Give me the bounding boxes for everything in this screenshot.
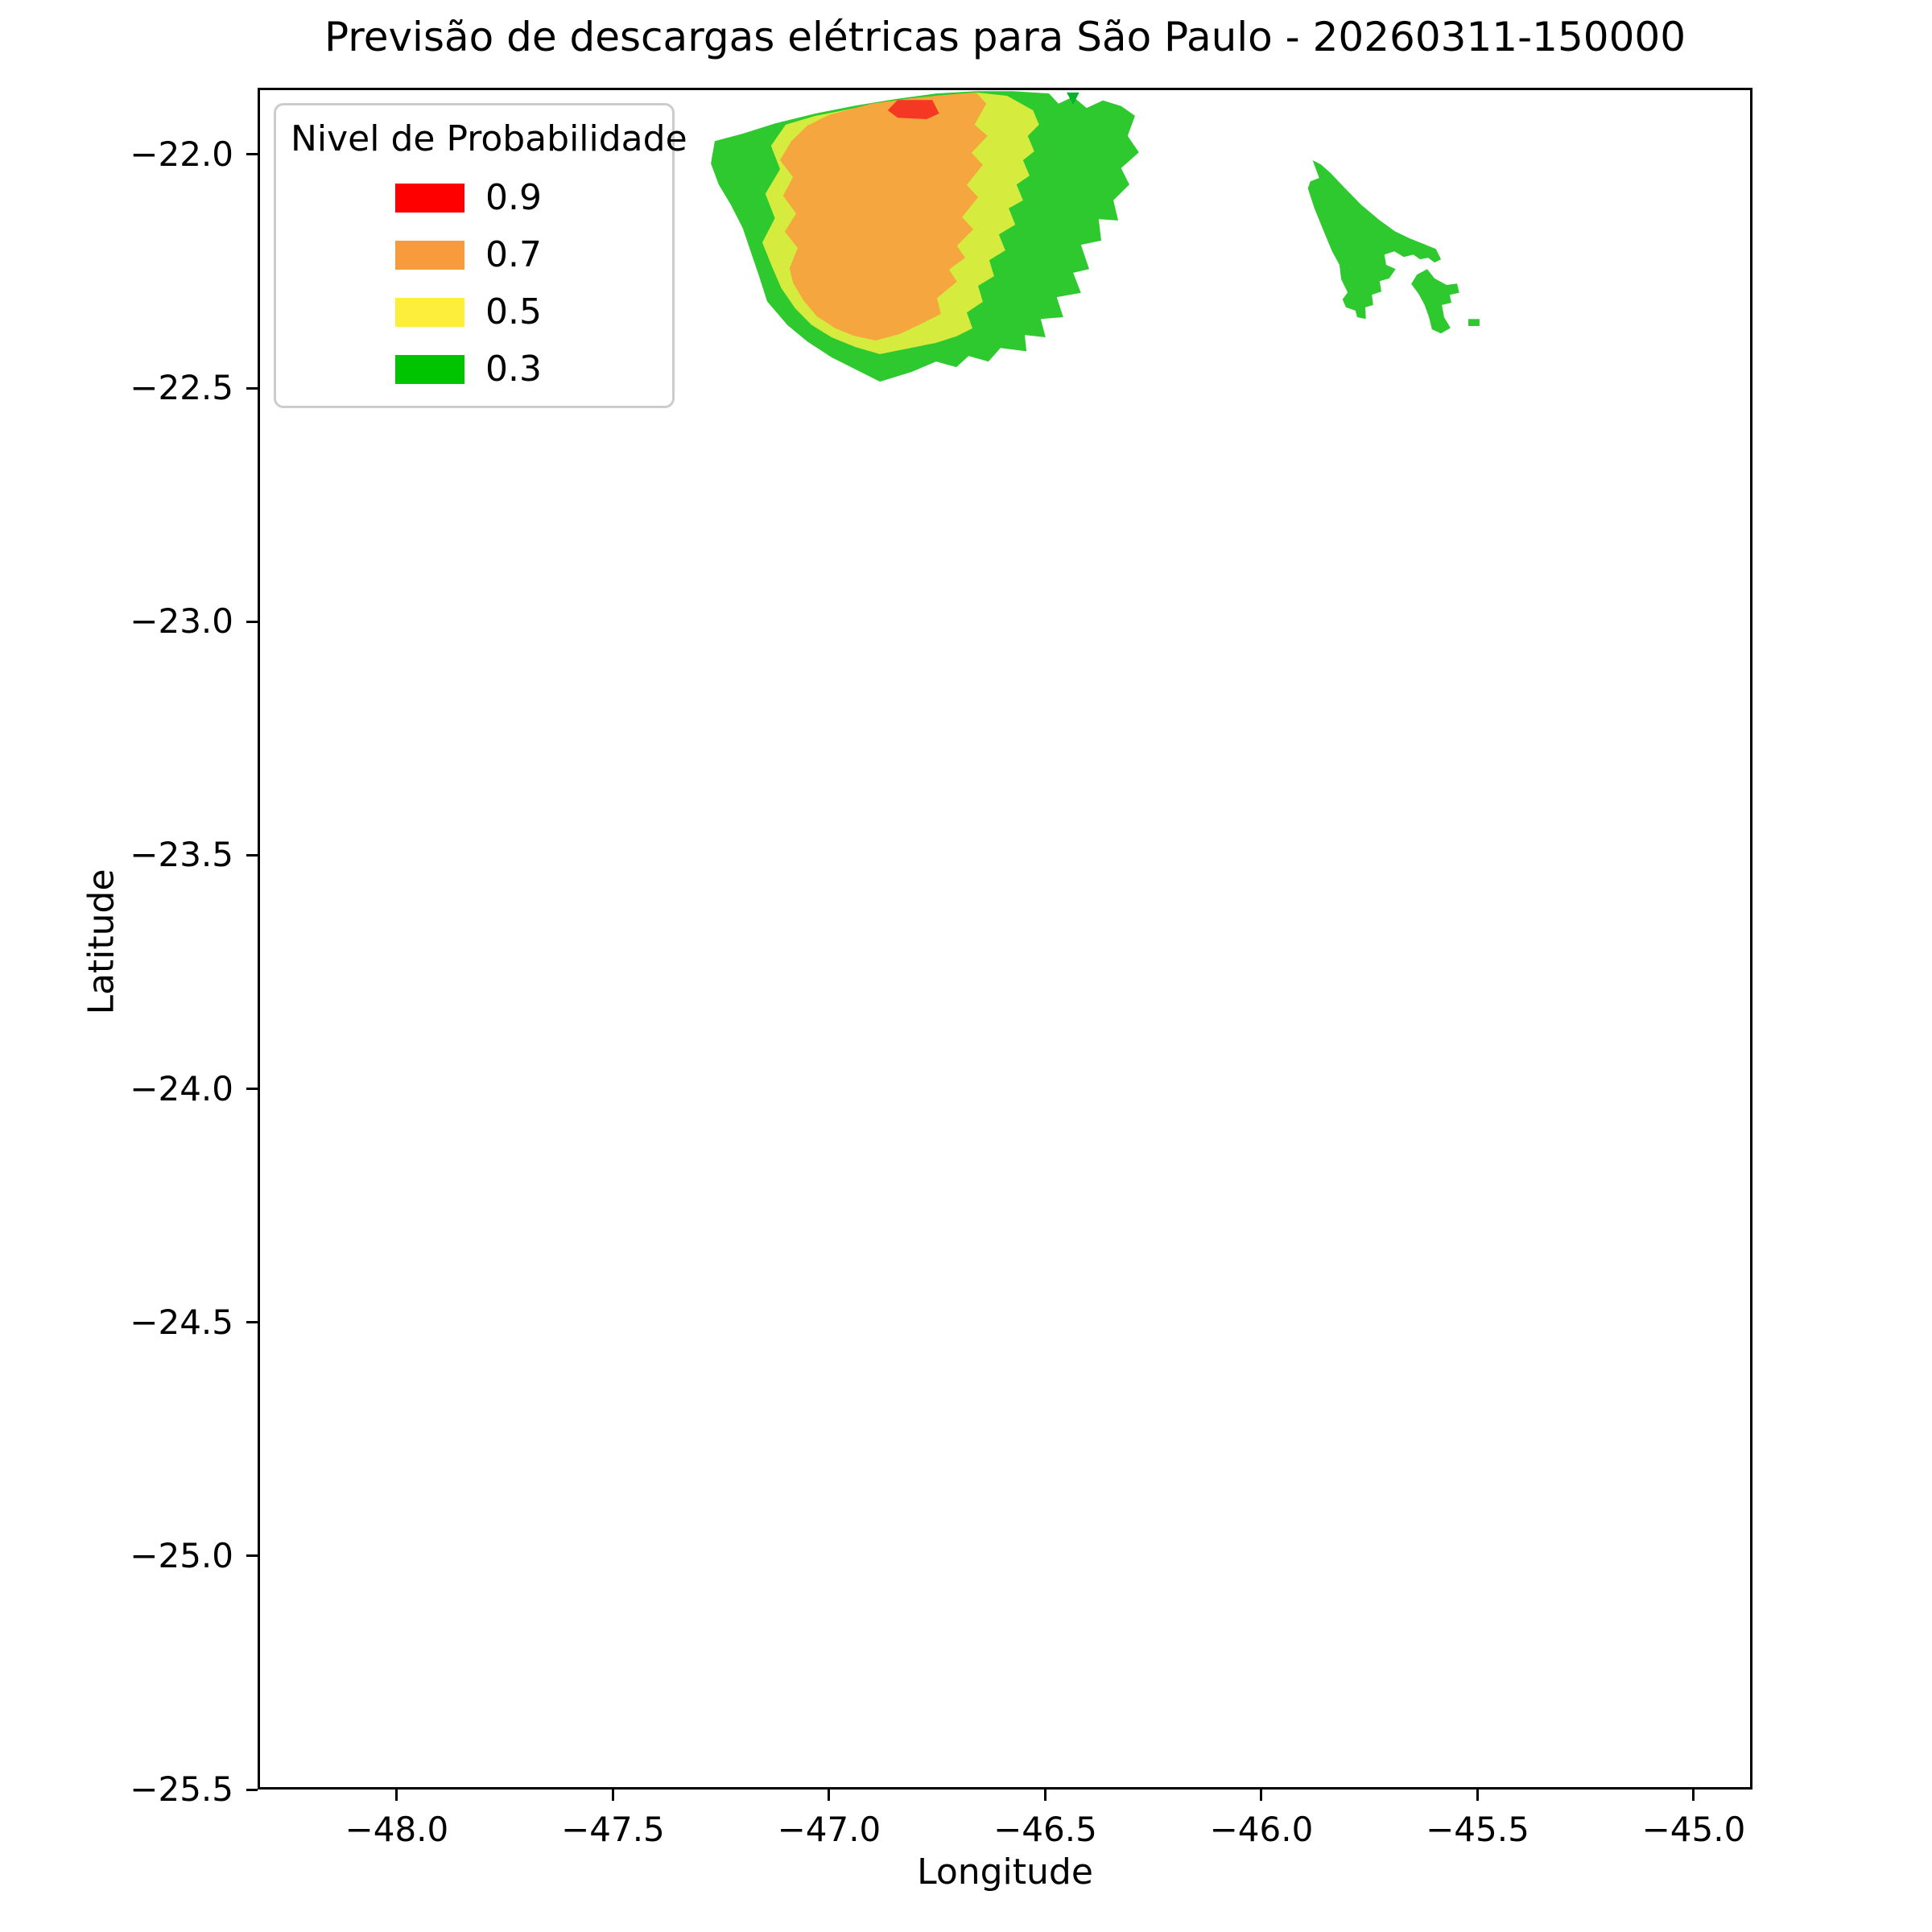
y-tick-label: −25.5: [130, 1769, 233, 1809]
y-tick-label: −23.5: [130, 835, 233, 875]
x-axis-label: Longitude: [917, 1852, 1093, 1893]
legend-swatch: [395, 183, 464, 213]
legend-entry: 0.7: [291, 234, 658, 275]
y-tick-mark: [246, 1788, 258, 1791]
legend-entry: 0.9: [291, 177, 658, 218]
y-tick-mark: [246, 853, 258, 857]
chart-title: Previsão de descargas elétricas para São…: [324, 14, 1686, 60]
x-tick-mark: [395, 1790, 398, 1801]
prob-region-0.3-notch: [1067, 92, 1080, 105]
y-tick-label: −22.5: [130, 368, 233, 408]
legend-swatch: [395, 354, 464, 384]
x-tick-mark: [1692, 1790, 1695, 1801]
x-tick-label: −47.0: [777, 1810, 881, 1849]
x-tick-label: −45.0: [1641, 1810, 1746, 1849]
y-tick-mark: [246, 153, 258, 156]
legend-entry-label: 0.5: [485, 291, 542, 332]
x-tick-label: −48.0: [345, 1810, 449, 1849]
legend-rows: 0.9 0.7 0.5 0.3: [291, 177, 658, 390]
legend-entry-label: 0.9: [485, 177, 542, 218]
y-tick-mark: [246, 620, 258, 623]
x-tick-mark: [1043, 1790, 1046, 1801]
y-tick-label: −22.0: [130, 134, 233, 174]
prob-region-0.7-main: [780, 92, 988, 341]
legend-entry-label: 0.3: [485, 349, 542, 390]
prob-region-0.9-main: [887, 100, 939, 119]
legend-entry-label: 0.7: [485, 234, 542, 275]
y-tick-label: −23.0: [130, 601, 233, 642]
legend: Nivel de Probabilidade 0.9 0.7 0.5 0.3: [274, 103, 687, 408]
x-tick-mark: [828, 1790, 831, 1801]
legend-swatch: [395, 297, 464, 327]
legend-entry: 0.5: [291, 291, 658, 332]
y-tick-mark: [246, 386, 258, 390]
x-tick-mark: [1476, 1790, 1479, 1801]
x-tick-mark: [611, 1790, 614, 1801]
contour-map: [711, 91, 1480, 382]
legend-entry: 0.3: [291, 349, 658, 390]
y-tick-label: −25.0: [130, 1535, 233, 1575]
x-tick-label: −46.0: [1209, 1810, 1314, 1849]
y-tick-label: −24.5: [130, 1302, 233, 1342]
x-tick-mark: [1260, 1790, 1263, 1801]
x-tick-label: −46.5: [993, 1810, 1097, 1849]
prob-region-0.3-east-dash: [1468, 319, 1480, 326]
y-tick-label: −24.0: [130, 1068, 233, 1108]
prob-region-0.3-east-arrow: [1307, 160, 1442, 320]
y-tick-mark: [246, 1321, 258, 1324]
prob-region-0.3-east-small: [1411, 269, 1459, 334]
y-axis-label: Latitude: [80, 869, 122, 1015]
x-tick-label: −45.5: [1426, 1810, 1530, 1849]
y-tick-mark: [246, 1088, 258, 1091]
legend-title: Nivel de Probabilidade: [291, 118, 687, 159]
y-tick-mark: [246, 1554, 258, 1558]
x-tick-label: −47.5: [561, 1810, 665, 1849]
plot-area: [258, 88, 1752, 1790]
legend-swatch: [395, 240, 464, 270]
